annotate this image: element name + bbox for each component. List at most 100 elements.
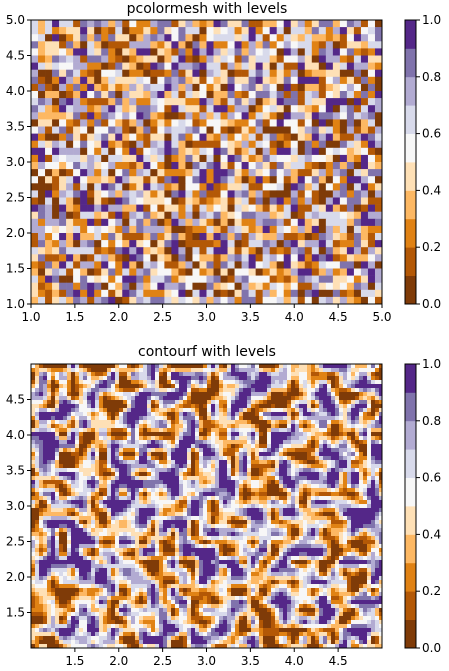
contour-fill-cell <box>275 376 280 381</box>
contour-fill-cell <box>247 388 252 393</box>
contour-fill-cell <box>375 456 380 461</box>
mesh-cell <box>353 211 362 220</box>
contour-fill-cell <box>247 440 252 445</box>
contour-fill-cell <box>231 448 236 453</box>
mesh-cell <box>94 197 102 205</box>
contour-fill-cell <box>319 400 324 405</box>
mesh-cell <box>31 98 39 106</box>
mesh-cell <box>220 169 228 177</box>
contour-fill-cell <box>199 364 204 369</box>
contour-fill-cell <box>367 396 372 401</box>
contour-fill-cell <box>127 488 132 493</box>
contour-fill-cell <box>287 476 292 481</box>
contour-fill-cell <box>191 392 196 397</box>
contour-fill-cell <box>347 480 352 485</box>
contour-fill-cell <box>211 404 216 409</box>
mesh-cell <box>290 190 299 198</box>
contour-fill-cell <box>195 416 200 421</box>
contour-fill-cell <box>275 476 280 481</box>
contour-fill-cell <box>215 404 220 409</box>
mesh-cell <box>241 162 249 170</box>
mesh-cell <box>178 34 186 42</box>
mesh-cell <box>346 197 355 205</box>
contour-fill-cell <box>99 452 104 457</box>
contour-fill-cell <box>335 456 340 461</box>
mesh-cell <box>318 119 327 127</box>
contour-fill-cell <box>87 408 92 413</box>
contour-fill-cell <box>99 416 104 421</box>
contour-fill-cell <box>35 380 40 385</box>
contour-fill-cell <box>259 456 264 461</box>
contour-fill-cell <box>371 396 376 401</box>
contour-fill-cell <box>79 436 84 441</box>
mesh-cell <box>269 197 277 205</box>
mesh-cell <box>101 126 109 134</box>
mesh-cell <box>220 176 228 184</box>
contour-fill-cell <box>251 428 256 433</box>
mesh-cell <box>115 98 123 106</box>
mesh-cell <box>304 147 313 156</box>
mesh-cell <box>220 98 228 106</box>
contour-fill-cell <box>271 440 276 445</box>
mesh-cell <box>31 83 39 92</box>
contour-fill-cell <box>375 376 380 381</box>
mesh-cell <box>283 233 292 241</box>
mesh-cell <box>346 282 355 291</box>
contour-fill-cell <box>259 460 264 465</box>
contour-fill-cell <box>291 416 296 421</box>
contour-fill-cell <box>171 488 176 493</box>
mesh-cell <box>248 112 256 120</box>
contour-fill-cell <box>307 404 312 409</box>
contour-fill-cell <box>239 416 244 421</box>
mesh-cell <box>374 34 383 42</box>
mesh-cell <box>66 254 74 262</box>
mesh-cell <box>108 83 116 92</box>
contour-fill-cell <box>223 400 228 405</box>
mesh-cell <box>374 275 383 283</box>
contour-fill-cell <box>163 444 168 449</box>
contour-fill-cell <box>51 432 56 437</box>
contour-fill-cell <box>171 476 176 481</box>
contour-fill-cell <box>187 376 192 381</box>
mesh-cell <box>108 240 116 248</box>
contour-fill-cell <box>339 368 344 373</box>
contour-fill-cell <box>299 424 304 429</box>
contour-fill-cell <box>183 376 188 381</box>
contour-fill-cell <box>67 428 72 433</box>
contour-fill-cell <box>259 380 264 385</box>
mesh-cell <box>31 218 39 227</box>
contour-fill-cell <box>51 412 56 417</box>
contour-fill-cell <box>47 444 52 449</box>
contour-fill-cell <box>111 392 116 397</box>
contour-fill-cell <box>271 464 276 469</box>
contour-fill-cell <box>327 476 332 481</box>
contour-fill-cell <box>311 440 316 445</box>
contour-fill-cell <box>307 420 312 425</box>
mesh-cell <box>241 211 249 220</box>
mesh-cell <box>73 261 81 269</box>
mesh-cell <box>206 91 214 99</box>
colorbar-segment <box>405 133 416 163</box>
mesh-cell <box>94 133 102 141</box>
contour-fill-cell <box>215 388 220 393</box>
contour-fill-cell <box>95 468 100 473</box>
contour-fill-cell <box>183 440 188 445</box>
contour-fill-cell <box>355 452 360 457</box>
mesh-cell <box>59 240 67 248</box>
mesh-cell <box>332 169 341 177</box>
contour-fill-cell <box>247 468 252 473</box>
contour-fill-cell <box>55 376 60 381</box>
contour-fill-cell <box>87 452 92 457</box>
contour-fill-cell <box>219 464 224 469</box>
contour-fill-cell <box>103 452 108 457</box>
contour-fill-cell <box>215 488 220 493</box>
mesh-cell <box>122 119 130 127</box>
mesh-cell <box>38 76 46 85</box>
mesh-cell <box>157 34 165 42</box>
contour-fill-cell <box>367 420 372 425</box>
mesh-cell <box>227 119 235 127</box>
contour-fill-cell <box>147 472 152 477</box>
contour-fill-cell <box>279 448 284 453</box>
mesh-cell <box>332 247 341 255</box>
mesh-cell <box>227 247 235 255</box>
